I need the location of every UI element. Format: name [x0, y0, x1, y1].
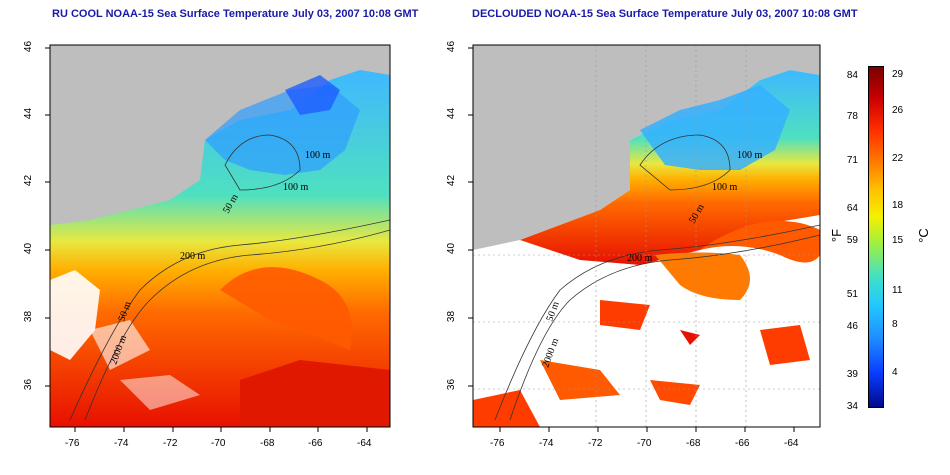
colorbar-f-84: 84 [846, 70, 858, 81]
right-map-title: DECLOUDED NOAA-15 Sea Surface Temperatur… [472, 8, 858, 20]
lon-label-left-76: -76 [65, 438, 80, 449]
lat-label-right-44: 44 [446, 107, 458, 120]
colorbar-c-11: 11 [892, 285, 903, 296]
colorbar-c-22: 22 [892, 153, 904, 164]
lat-label-left-46: 46 [23, 40, 35, 53]
lon-label-left-72: -72 [163, 438, 178, 449]
lon-label-left-64: -64 [357, 438, 372, 449]
contour-label-right-100m-a: 100 m [737, 150, 763, 161]
lon-label-right-68: -68 [686, 438, 701, 449]
fahrenheit-unit-label: °F [829, 228, 845, 243]
lat-label-left-36: 36 [23, 378, 35, 391]
colorbar-c-15: 15 [892, 235, 904, 246]
lon-label-left-70: -70 [211, 438, 226, 449]
lon-label-right-72: -72 [588, 438, 603, 449]
right-map-graticule [473, 45, 820, 427]
colorbar-c-29: 29 [892, 69, 904, 80]
lon-label-right-76: -76 [490, 438, 505, 449]
lat-label-right-36: 36 [446, 378, 458, 391]
lat-label-left-40: 40 [23, 242, 35, 255]
colorbar-f-46: 46 [846, 321, 858, 332]
lat-label-right-38: 38 [446, 310, 458, 323]
celsius-unit-label: °C [915, 228, 931, 243]
contour-label-left-200m: 200 m [180, 251, 206, 262]
lat-label-right-42: 42 [446, 174, 458, 187]
colorbar-f-39: 39 [846, 369, 858, 380]
contour-label-left-100m-b: 100 m [283, 182, 309, 193]
lon-label-left-66: -66 [308, 438, 323, 449]
colorbar-c-18: 18 [892, 200, 904, 211]
lon-label-left-74: -74 [114, 438, 129, 449]
temperature-colorbar [868, 66, 884, 408]
colorbar-c-26: 26 [892, 105, 904, 116]
colorbar-c-8: 8 [892, 319, 898, 330]
colorbar-c-4: 4 [892, 367, 898, 378]
colorbar-f-64: 64 [846, 203, 858, 214]
lon-label-left-68: -68 [260, 438, 275, 449]
colorbar-f-51: 51 [846, 289, 858, 300]
axis-ticks [45, 47, 795, 432]
lat-label-left-38: 38 [23, 310, 35, 323]
left-map-title: RU COOL NOAA-15 Sea Surface Temperature … [52, 8, 419, 20]
right-map-panel [473, 45, 820, 427]
contour-label-right-100m-b: 100 m [712, 182, 738, 193]
colorbar-f-59: 59 [846, 235, 858, 246]
lat-label-right-40: 40 [446, 242, 458, 255]
lon-label-right-66: -66 [735, 438, 750, 449]
contour-label-right-200m: 200 m [627, 253, 653, 264]
lon-label-right-64: -64 [784, 438, 799, 449]
lon-label-right-74: -74 [539, 438, 554, 449]
lon-label-right-70: -70 [637, 438, 652, 449]
left-map-panel [50, 45, 390, 427]
colorbar-f-78: 78 [846, 111, 858, 122]
colorbar-f-34: 34 [846, 401, 858, 412]
contour-label-left-100m-a: 100 m [305, 150, 331, 161]
lat-label-left-42: 42 [23, 174, 35, 187]
colorbar-f-71: 71 [846, 155, 858, 166]
lat-label-right-46: 46 [446, 40, 458, 53]
lat-label-left-44: 44 [23, 107, 35, 120]
